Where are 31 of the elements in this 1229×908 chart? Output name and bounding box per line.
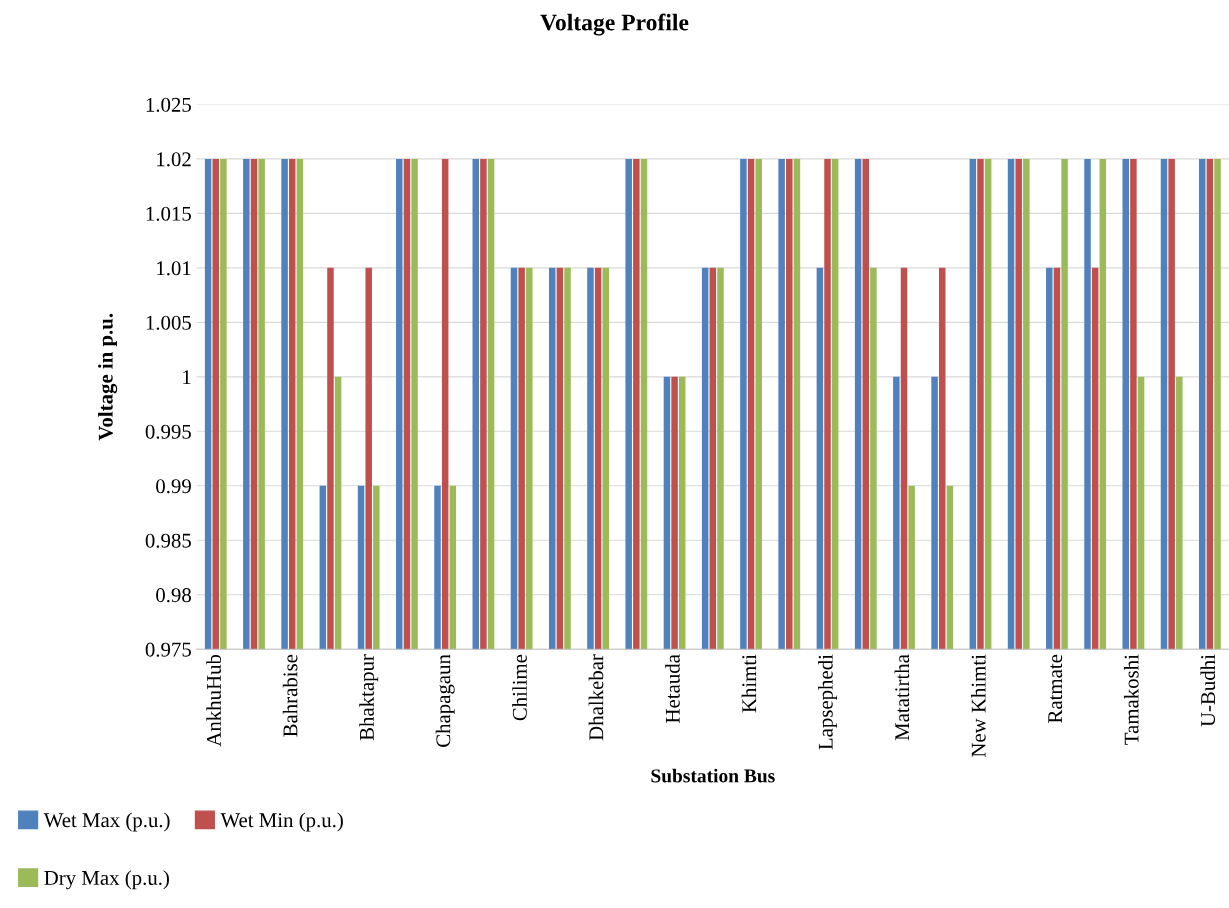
y-tick-label: 0.98 <box>156 588 191 603</box>
x-tick-label: Dhalkebar <box>588 654 604 741</box>
x-tick-label: Khimti <box>741 654 757 713</box>
x-tick-label: Hetauda <box>665 654 680 723</box>
y-tick-label: 1.005 <box>146 315 191 330</box>
chart-title: Voltage Profile <box>540 13 689 36</box>
legend-label: Wet Min (p.u.) <box>220 812 343 832</box>
y-tick-label: 0.995 <box>145 424 191 439</box>
x-tick-label: Lapsephedi <box>818 654 837 750</box>
x-tick-label: Bhaktapur <box>359 654 379 741</box>
x-tick-label: AnkhuHub <box>206 654 221 747</box>
y-tick-label: 0.99 <box>156 479 191 494</box>
y-tick-label: 1 <box>183 370 191 385</box>
x-axis-title: Substation Bus <box>651 768 775 783</box>
x-tick-label: New Khimti <box>971 654 986 758</box>
x-tick-label: Tamakoshi <box>1123 654 1139 745</box>
x-tick-label: U-Budhi <box>1200 654 1216 727</box>
y-tick-label: 1.02 <box>157 152 191 167</box>
legend-label: Dry Max (p.u.) <box>44 870 169 890</box>
y-tick-label: 0.975 <box>145 642 191 657</box>
y-tick-label: 1.01 <box>157 261 191 276</box>
y-axis-title: Voltage in p.u. <box>98 313 118 441</box>
y-tick-label: 1.025 <box>146 97 191 112</box>
legend-label: Wet Max (p.u.) <box>43 812 170 832</box>
y-tick-label: 1.015 <box>146 206 191 221</box>
x-tick-label: Ratmate <box>1048 654 1063 723</box>
x-tick-label: Matatirtha <box>894 654 910 741</box>
x-tick-label: Bahrabise <box>282 654 298 737</box>
x-tick-label: Chapagaun <box>435 654 455 747</box>
x-tick-label: Chilime <box>512 654 527 721</box>
y-tick-label: 0.985 <box>145 533 191 548</box>
